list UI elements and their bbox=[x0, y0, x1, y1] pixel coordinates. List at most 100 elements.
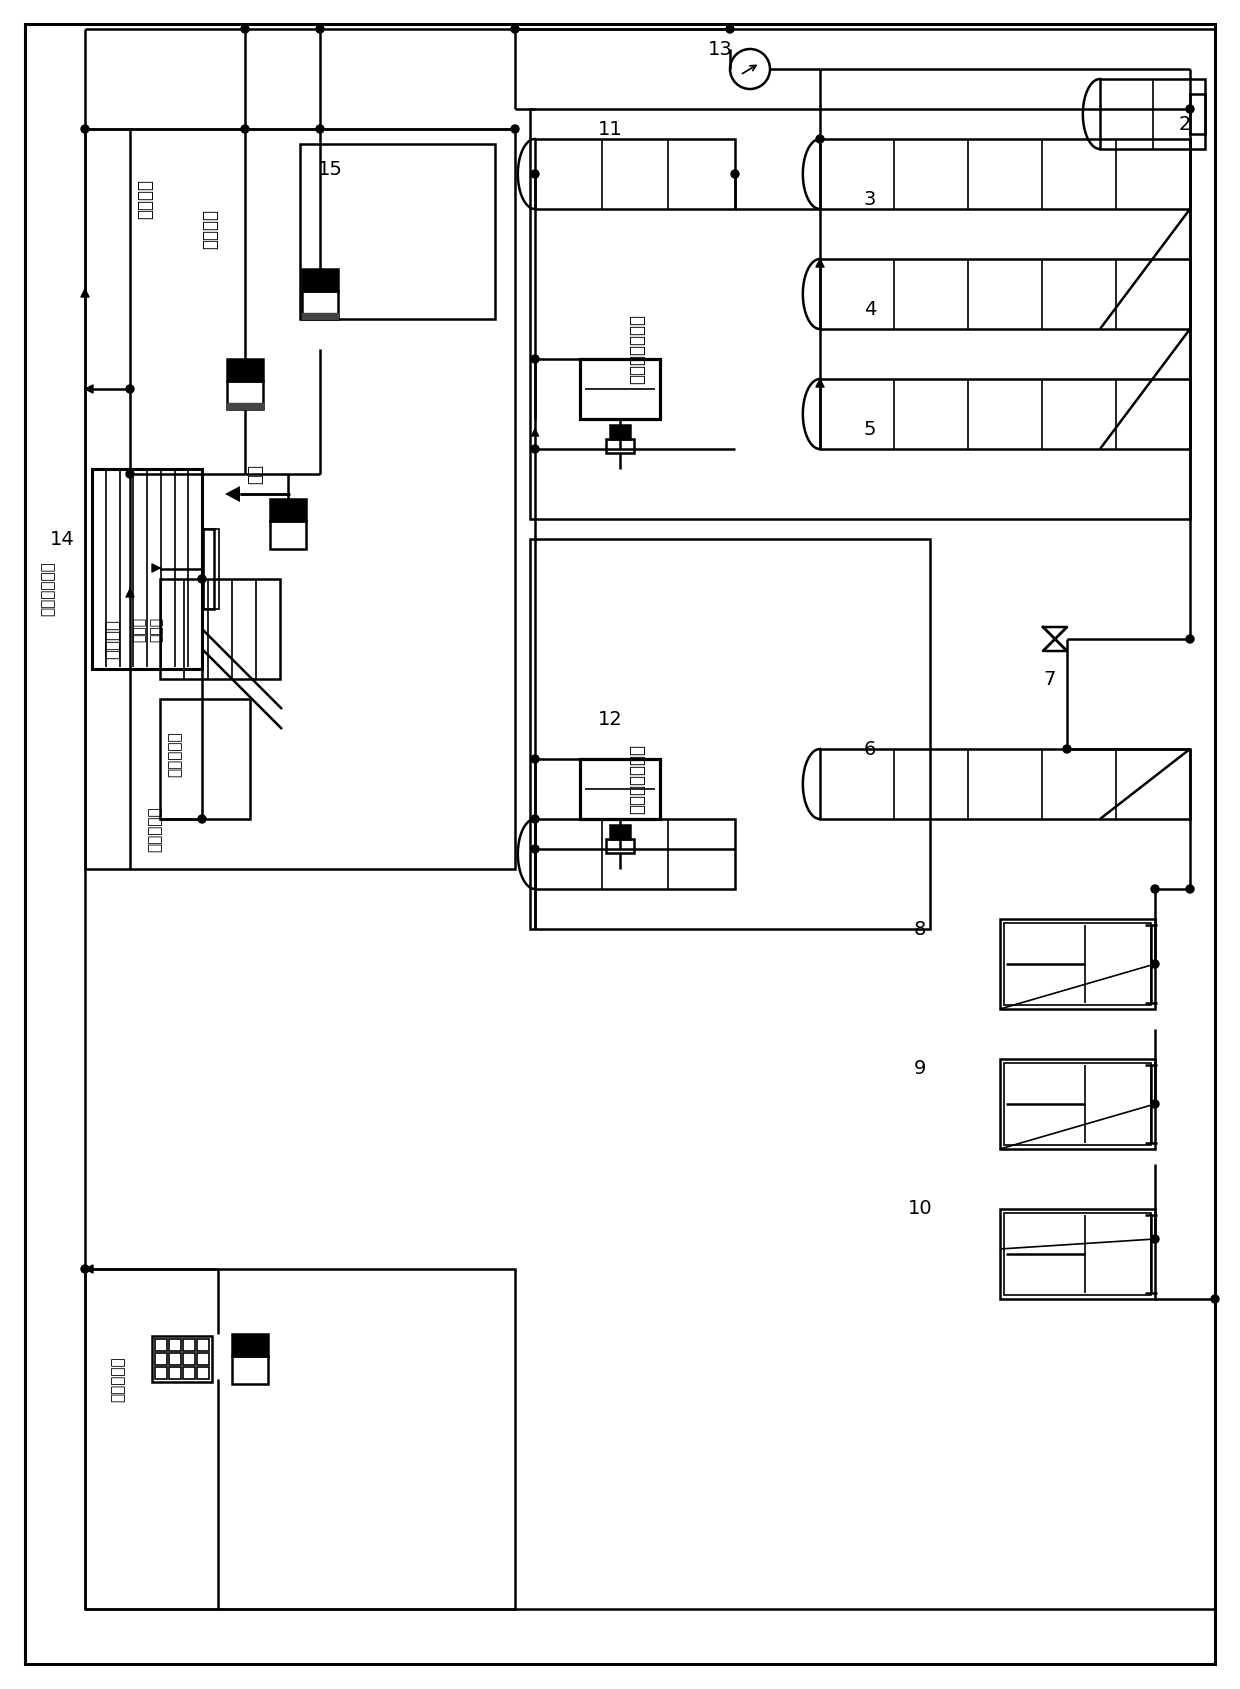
Bar bbox=[303, 291, 339, 319]
Bar bbox=[1190, 95, 1205, 133]
Circle shape bbox=[241, 25, 249, 34]
Bar bbox=[227, 382, 263, 409]
Polygon shape bbox=[86, 385, 93, 394]
Circle shape bbox=[241, 125, 249, 133]
Polygon shape bbox=[227, 360, 263, 382]
Bar bbox=[1004, 1213, 1151, 1295]
Bar bbox=[160, 699, 250, 819]
Text: 8: 8 bbox=[914, 919, 926, 939]
Text: 选饼卸料: 选饼卸料 bbox=[103, 618, 122, 659]
Circle shape bbox=[126, 470, 134, 478]
Bar bbox=[160, 579, 280, 679]
Polygon shape bbox=[86, 1265, 93, 1274]
Bar bbox=[92, 470, 202, 669]
Text: 12: 12 bbox=[598, 709, 622, 728]
Text: 11: 11 bbox=[598, 120, 622, 138]
Text: 三次高压洗涤: 三次高压洗涤 bbox=[41, 562, 56, 616]
Polygon shape bbox=[816, 378, 825, 387]
Text: 14: 14 bbox=[50, 529, 74, 549]
Polygon shape bbox=[224, 486, 241, 502]
Circle shape bbox=[531, 816, 539, 823]
Circle shape bbox=[81, 125, 89, 133]
Circle shape bbox=[725, 25, 734, 34]
Circle shape bbox=[1151, 1100, 1159, 1108]
Bar bbox=[205, 529, 219, 610]
Circle shape bbox=[816, 135, 825, 144]
Bar bbox=[202, 529, 215, 610]
Text: 9: 9 bbox=[914, 1059, 926, 1079]
Bar bbox=[155, 1339, 167, 1351]
Circle shape bbox=[511, 25, 520, 34]
Polygon shape bbox=[303, 312, 339, 319]
Text: 4: 4 bbox=[864, 299, 877, 319]
Bar bbox=[999, 1059, 1154, 1149]
Bar bbox=[820, 378, 1190, 449]
Bar bbox=[153, 1336, 212, 1382]
Text: 3: 3 bbox=[864, 189, 877, 208]
Text: 氢氧化钠吸收液: 氢氧化钠吸收液 bbox=[627, 314, 646, 383]
Bar bbox=[169, 1366, 181, 1378]
Bar bbox=[184, 1353, 195, 1365]
Bar bbox=[580, 360, 660, 419]
Text: 7: 7 bbox=[1044, 669, 1056, 689]
Bar bbox=[580, 758, 660, 819]
Text: 2: 2 bbox=[1179, 115, 1192, 133]
Bar bbox=[534, 819, 735, 888]
Bar bbox=[610, 426, 630, 439]
Text: 洗涤液二: 洗涤液二 bbox=[136, 179, 154, 220]
Text: 6: 6 bbox=[864, 740, 877, 758]
Circle shape bbox=[126, 385, 134, 394]
Circle shape bbox=[1185, 105, 1194, 113]
Bar bbox=[529, 110, 1190, 519]
Text: 13: 13 bbox=[708, 39, 733, 59]
Bar bbox=[169, 1339, 181, 1351]
Circle shape bbox=[732, 171, 739, 177]
Bar bbox=[999, 1209, 1154, 1299]
Circle shape bbox=[316, 125, 324, 133]
Bar bbox=[197, 1353, 210, 1365]
Bar bbox=[529, 539, 930, 929]
Polygon shape bbox=[126, 589, 134, 596]
Bar bbox=[86, 128, 515, 870]
Bar bbox=[232, 1334, 268, 1356]
Bar bbox=[606, 839, 634, 853]
Circle shape bbox=[531, 844, 539, 853]
Polygon shape bbox=[227, 404, 263, 409]
Circle shape bbox=[531, 171, 539, 177]
Text: 负液: 负液 bbox=[246, 464, 264, 485]
Circle shape bbox=[531, 444, 539, 453]
Circle shape bbox=[316, 25, 324, 34]
Text: 15: 15 bbox=[317, 159, 342, 179]
Bar bbox=[303, 269, 339, 291]
Text: 氢氧化钠吸收液: 氢氧化钠吸收液 bbox=[627, 743, 646, 814]
Bar bbox=[1004, 1062, 1151, 1145]
Circle shape bbox=[1151, 885, 1159, 893]
Text: 矿浆进料槽: 矿浆进料槽 bbox=[110, 1356, 125, 1402]
Polygon shape bbox=[532, 429, 538, 436]
Bar bbox=[270, 498, 306, 520]
Polygon shape bbox=[270, 498, 306, 520]
Polygon shape bbox=[816, 258, 825, 267]
Bar bbox=[610, 824, 630, 839]
Polygon shape bbox=[610, 824, 630, 839]
Circle shape bbox=[531, 755, 539, 763]
Text: 矿浆进料槽: 矿浆进料槽 bbox=[148, 806, 162, 851]
Bar bbox=[606, 439, 634, 453]
Bar bbox=[86, 1268, 515, 1610]
Bar bbox=[820, 748, 1190, 819]
Bar bbox=[534, 138, 735, 209]
Text: 洗涤液一: 洗涤液一 bbox=[201, 209, 219, 248]
Bar bbox=[232, 1356, 268, 1383]
Circle shape bbox=[531, 355, 539, 363]
Bar bbox=[184, 1339, 195, 1351]
Bar bbox=[1100, 79, 1205, 149]
Bar bbox=[820, 138, 1190, 209]
Bar bbox=[227, 360, 263, 382]
Circle shape bbox=[198, 574, 206, 583]
Bar bbox=[1004, 922, 1151, 1005]
Circle shape bbox=[1211, 1295, 1219, 1302]
Polygon shape bbox=[232, 1334, 268, 1356]
Polygon shape bbox=[81, 289, 89, 297]
Circle shape bbox=[198, 816, 206, 823]
Bar bbox=[999, 919, 1154, 1008]
